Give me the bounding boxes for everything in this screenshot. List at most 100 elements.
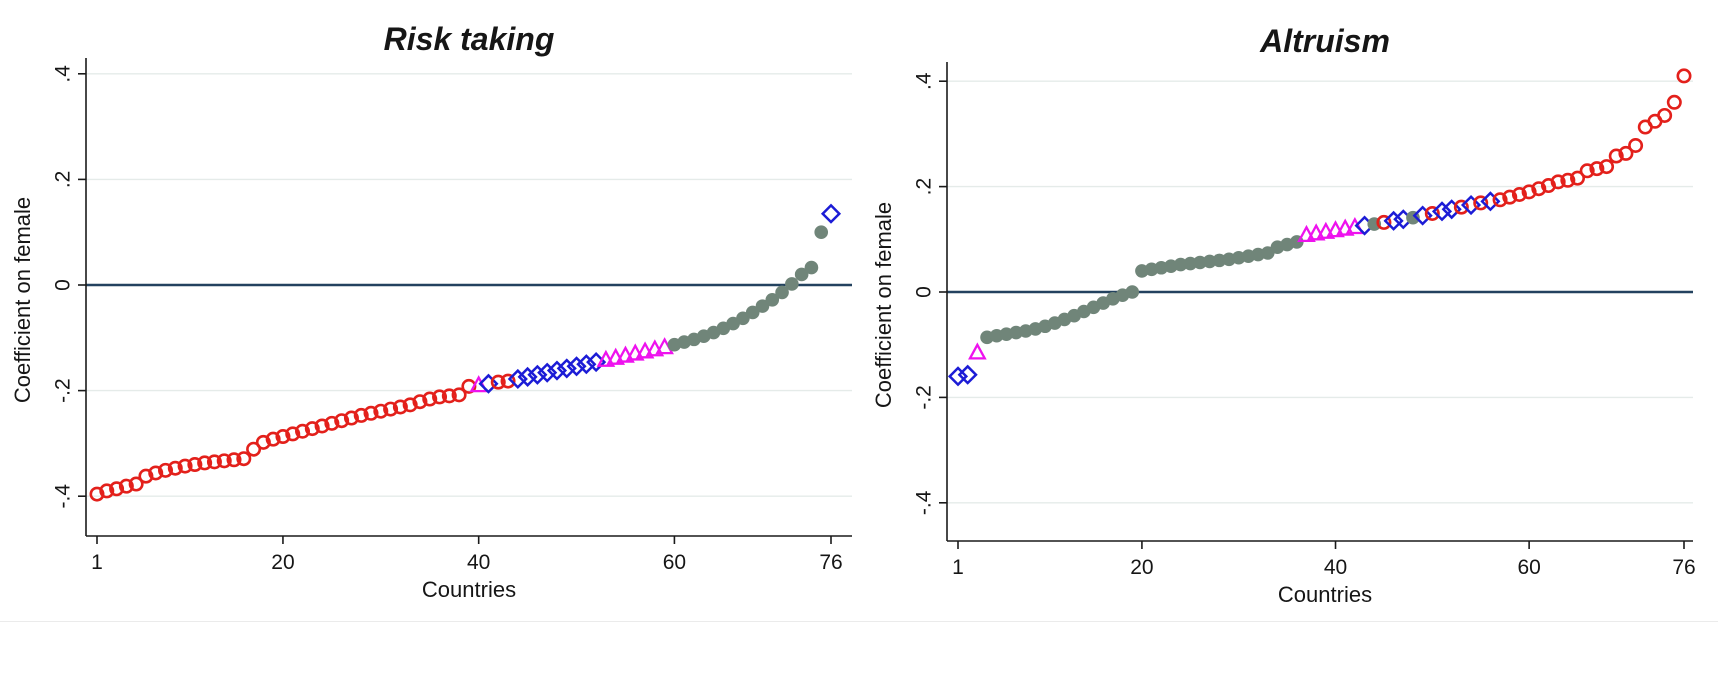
marker-open-circle-red (392, 399, 408, 415)
marker-open-diamond-blue (527, 364, 548, 385)
marker-open-circle-red (118, 478, 134, 494)
marker-open-circle-red (206, 454, 222, 470)
marker-open-diamond-blue (1383, 210, 1404, 231)
marker-open-circle-red (265, 431, 281, 447)
marker-open-circle-red (1676, 68, 1692, 84)
figure-bottom-edge (0, 621, 1718, 622)
x-axis-label: Countries (1278, 582, 1372, 607)
y-tick-label: .4 (52, 65, 75, 83)
plot-area: .4 .2 0 -.2 -.4 1 20 40 60 76 (913, 62, 1696, 579)
marker-open-circle-red (138, 468, 154, 484)
x-axis-label: Countries (422, 577, 516, 602)
panel-altruism: Altruism Coefficient on female Countries… (859, 0, 1718, 621)
marker-open-circle-red (1521, 184, 1537, 200)
chart-title-altruism: Altruism (1259, 23, 1390, 59)
marker-open-circle-red (187, 457, 203, 473)
marker-open-circle-red (1579, 163, 1595, 179)
marker-open-circle-red (402, 397, 418, 413)
marker-open-circle-red (1424, 205, 1440, 221)
marker-open-circle-red (89, 486, 105, 502)
marker-open-diamond-blue (1412, 205, 1433, 226)
y-tick-label: .2 (913, 178, 936, 196)
marker-open-triangle-magenta (968, 342, 987, 360)
marker-open-diamond-blue (1441, 199, 1462, 220)
plot-area: .4 .2 0 -.2 -.4 1 20 40 60 76 (52, 58, 852, 574)
x-tick-label: 40 (1324, 556, 1347, 579)
risk-taking-chart: Risk taking Coefficient on female Countr… (10, 21, 852, 602)
marker-open-circle-red (216, 453, 232, 469)
marker-open-circle-red (275, 429, 291, 445)
marker-open-circle-red (226, 452, 242, 468)
y-tick-label: -.4 (913, 490, 936, 515)
marker-open-circle-red (314, 418, 330, 434)
panel-risk-taking: Risk taking Coefficient on female Countr… (0, 0, 859, 621)
marker-open-diamond-blue (1480, 191, 1501, 212)
x-tick-label: 40 (467, 551, 490, 574)
marker-open-diamond-blue (537, 362, 558, 383)
y-tick-label: .2 (52, 171, 75, 189)
marker-open-circle-red (246, 441, 262, 457)
marker-open-circle-red (1453, 199, 1469, 215)
marker-open-diamond-blue (947, 366, 969, 387)
marker-open-circle-red (304, 421, 320, 437)
y-tick-label: -.2 (52, 378, 75, 403)
marker-open-circle-red (383, 401, 399, 417)
marker-open-circle-red (109, 481, 125, 497)
marker-open-circle-red (324, 415, 340, 431)
marker-open-circle-red (353, 407, 369, 423)
x-tick-label: 20 (1130, 556, 1153, 579)
marker-open-circle-red (334, 413, 350, 429)
marker-open-diamond-blue (820, 203, 842, 224)
marker-open-circle-red (441, 388, 457, 404)
marker-open-diamond-blue (507, 368, 528, 390)
marker-open-circle-red (1657, 107, 1673, 123)
marker-open-circle-red (99, 483, 115, 499)
marker-open-triangle-magenta (1326, 220, 1345, 238)
x-tick-label: 60 (1517, 556, 1540, 579)
marker-open-triangle-magenta (1335, 218, 1355, 236)
marker-open-circle-red (177, 458, 193, 474)
marker-open-circle-red (1608, 148, 1624, 164)
marker-open-circle-red (167, 460, 183, 476)
marker-open-diamond-blue (957, 364, 978, 385)
x-tick-label: 76 (819, 551, 842, 574)
two-panel-coefficient-figure: Risk taking Coefficient on female Countr… (0, 0, 1718, 621)
marker-open-triangle-magenta (1316, 221, 1336, 239)
marker-open-circle-red (412, 394, 428, 410)
marker-filled-circle-gray (736, 311, 750, 326)
marker-open-circle-red (1550, 174, 1566, 190)
marker-open-circle-red (451, 387, 467, 403)
marker-open-diamond-blue (478, 373, 499, 394)
y-tick-label: .4 (913, 72, 936, 90)
y-tick-label: -.2 (913, 385, 936, 410)
marker-open-circle-red (1473, 195, 1489, 211)
x-tick-label: 76 (1672, 556, 1695, 579)
x-tick-label: 20 (271, 551, 294, 574)
marker-filled-circle-gray (765, 292, 780, 307)
marker-open-circle-red (148, 465, 164, 481)
marker-filled-circle-gray (785, 277, 799, 291)
marker-open-triangle-magenta (1306, 223, 1326, 241)
marker-filled-circle-gray (775, 285, 789, 300)
marker-open-circle-red (236, 451, 252, 467)
y-tick-label: 0 (913, 286, 936, 298)
altruism-chart: Altruism Coefficient on female Countries… (871, 23, 1696, 607)
marker-open-diamond-blue (576, 354, 597, 375)
marker-open-circle-red (1666, 94, 1682, 110)
y-tick-label: -.4 (52, 484, 75, 509)
marker-open-circle-red (1599, 159, 1615, 175)
marker-open-circle-red (255, 434, 271, 450)
marker-filled-circle-gray (1125, 285, 1140, 299)
chart-title-risk-taking: Risk taking (384, 21, 555, 57)
marker-open-circle-red (1502, 189, 1518, 205)
marker-open-circle-red (1531, 181, 1547, 197)
marker-open-circle-red (1560, 172, 1576, 188)
marker-open-circle-red (128, 476, 144, 492)
marker-filled-circle-gray (804, 260, 819, 275)
marker-open-circle-red (343, 410, 359, 426)
marker-open-circle-red (1570, 170, 1586, 186)
marker-open-triangle-magenta (1297, 224, 1316, 243)
marker-filled-circle-gray (745, 305, 760, 320)
marker-open-circle-red (1492, 192, 1508, 208)
marker-open-circle-red (500, 373, 516, 389)
